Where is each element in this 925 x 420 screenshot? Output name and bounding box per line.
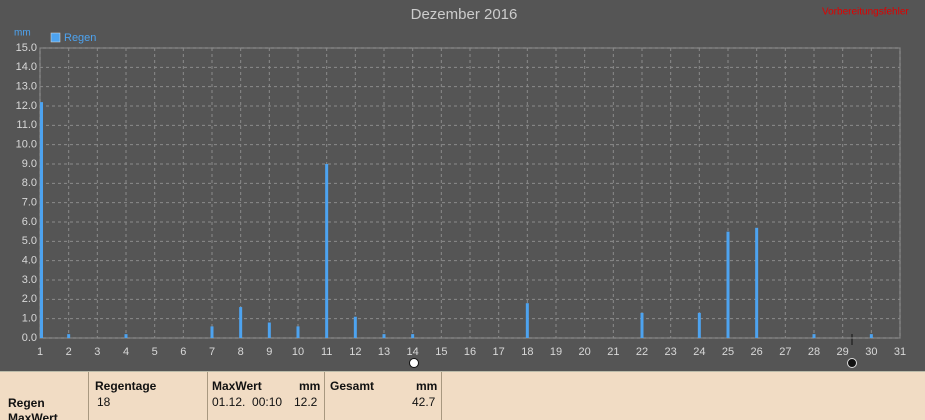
x-tick-label: 17 — [493, 346, 505, 358]
x-tick-label: 29 — [837, 346, 849, 358]
y-tick-label: 7.0 — [22, 197, 37, 209]
column-header: Regentage — [95, 379, 157, 393]
y-tick-label: 6.0 — [22, 216, 37, 228]
legend-label: Regen — [64, 32, 96, 44]
column-header: Gesamt — [330, 379, 375, 393]
x-tick-label: 7 — [209, 346, 215, 358]
bar — [67, 334, 71, 338]
bar — [869, 334, 873, 338]
column-unit: mm — [299, 379, 321, 393]
x-tick-label: 25 — [722, 346, 734, 358]
x-tick-label: 18 — [521, 346, 533, 358]
cell: 12.2 — [294, 395, 318, 409]
bar — [411, 334, 415, 338]
x-tick-label: 26 — [751, 346, 763, 358]
bar — [726, 231, 730, 338]
separator — [441, 372, 442, 420]
y-tick-label: 13.0 — [16, 81, 37, 93]
bar — [640, 312, 644, 338]
y-tick-label: 1.0 — [22, 313, 37, 325]
bar — [40, 102, 43, 338]
x-tick-label: 2 — [66, 346, 72, 358]
marker-icon — [409, 358, 419, 368]
y-tick-label: 10.0 — [16, 139, 37, 151]
x-tick-label: 14 — [407, 346, 419, 358]
row-label: Regen — [8, 396, 45, 410]
separator — [88, 372, 89, 420]
x-tick-label: 12 — [349, 346, 361, 358]
bar — [697, 312, 701, 338]
y-tick-label: 9.0 — [22, 158, 37, 170]
bar — [296, 326, 300, 338]
y-tick-label: 8.0 — [22, 177, 37, 189]
separator — [207, 372, 208, 420]
x-tick-label: 19 — [550, 346, 562, 358]
bar — [525, 303, 529, 338]
x-tick-label: 11 — [321, 346, 332, 358]
column-unit: mm — [416, 379, 438, 393]
x-tick-label: 16 — [464, 346, 476, 358]
x-tick-label: 31 — [894, 346, 906, 358]
y-axis-label: mm — [14, 28, 31, 39]
x-tick-label: 21 — [607, 346, 619, 358]
legend-swatch — [50, 32, 61, 43]
x-tick-label: 13 — [378, 346, 390, 358]
x-tick-label: 6 — [180, 346, 186, 358]
chart-title: Dezember 2016 — [411, 6, 518, 23]
row-label: MaxWert — [8, 411, 58, 420]
x-tick-label: 9 — [266, 346, 272, 358]
bar — [210, 326, 214, 338]
marker-icon — [847, 358, 857, 368]
x-tick-label: 4 — [123, 346, 129, 358]
y-tick-label: 11.0 — [16, 119, 37, 131]
x-tick-label: 30 — [865, 346, 877, 358]
bar — [755, 227, 759, 338]
x-tick-label: 28 — [808, 346, 820, 358]
chart: Dezember 2016 Vorbereitungsfehler mm 0.0… — [14, 6, 909, 368]
bar — [124, 334, 128, 338]
column-header: MaxWert — [212, 379, 262, 393]
x-tick-label: 27 — [779, 346, 791, 358]
y-tick-label: 0.0 — [22, 332, 37, 344]
x-tick-label: 22 — [636, 346, 648, 358]
x-tick-label: 24 — [693, 346, 705, 358]
cell: 01.12. 00:10 — [212, 395, 283, 409]
annotation: Vorbereitungsfehler — [822, 7, 909, 18]
y-tick-label: 3.0 — [22, 274, 37, 286]
x-tick-label: 23 — [665, 346, 677, 358]
bar — [325, 164, 329, 338]
bar — [353, 316, 357, 338]
bar — [382, 334, 386, 338]
bar — [239, 307, 243, 338]
separator — [324, 372, 325, 420]
x-tick-label: 5 — [152, 346, 158, 358]
x-tick-label: 3 — [94, 346, 100, 358]
x-tick-label: 10 — [292, 346, 304, 358]
cell: 18 — [97, 395, 111, 409]
bar — [812, 334, 816, 338]
y-tick-label: 15.0 — [16, 42, 37, 54]
x-tick-label: 20 — [579, 346, 591, 358]
y-tick-label: 14.0 — [16, 61, 37, 73]
x-tick-label: 15 — [435, 346, 447, 358]
cell: 42.7 — [412, 395, 436, 409]
y-tick-label: 2.0 — [22, 293, 37, 305]
y-tick-label: 12.0 — [16, 100, 37, 112]
summary-table: Regen MaxWert Regentage 18 MaxWert mm 01… — [0, 371, 925, 420]
y-tick-label: 4.0 — [22, 255, 37, 267]
x-tick-label: 1 — [37, 346, 43, 358]
y-tick-label: 5.0 — [22, 235, 37, 247]
bar — [267, 322, 271, 338]
x-tick-label: 8 — [238, 346, 244, 358]
